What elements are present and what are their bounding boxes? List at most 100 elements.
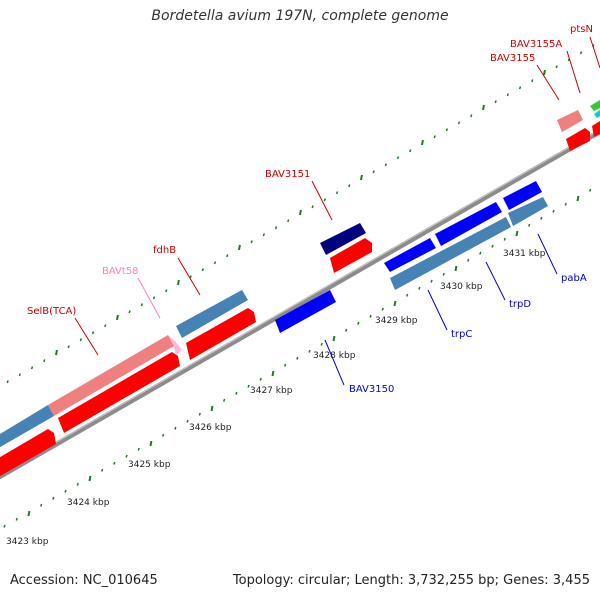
tick-mark	[64, 489, 67, 493]
tick-mark	[296, 356, 299, 360]
page-title: Bordetella avium 197N, complete genome	[151, 8, 449, 24]
tick-mark	[299, 209, 302, 216]
scale-label: 3426 kbp	[189, 423, 232, 433]
tick-mark	[113, 461, 116, 465]
tick-mark	[238, 244, 241, 251]
tick-mark	[527, 223, 531, 227]
tick-mark	[271, 370, 275, 377]
gene-label: pabA	[561, 273, 587, 284]
tick-mark	[287, 219, 290, 223]
tick-mark	[262, 233, 266, 237]
gene-leader-line	[485, 261, 506, 301]
tick-mark	[518, 86, 522, 90]
tick-mark	[479, 251, 482, 255]
gene-label: BAV3155A	[510, 39, 562, 50]
gene-label: fdhB	[153, 245, 176, 256]
tick-mark	[137, 447, 140, 451]
tick-mark	[213, 261, 217, 265]
cds-forward	[58, 352, 180, 433]
gene-leader-line	[137, 277, 161, 319]
tick-mark	[76, 482, 79, 486]
rna-feature	[168, 335, 182, 355]
tick-mark	[433, 135, 436, 139]
scale-label: 3427 kbp	[250, 386, 293, 396]
scale-label: 3429 kbp	[375, 316, 418, 326]
tick-mark	[503, 237, 506, 241]
tick-mark	[579, 51, 583, 55]
tick-mark	[30, 366, 34, 370]
tick-mark	[283, 363, 287, 367]
tick-mark	[18, 373, 22, 377]
tick-mark	[393, 300, 397, 307]
tick-mark	[88, 475, 92, 482]
operon-feature	[176, 290, 248, 338]
tick-mark	[104, 324, 107, 328]
tick-mark	[360, 174, 363, 181]
tick-mark	[430, 279, 433, 283]
gene-label: BAV3151	[265, 169, 310, 180]
tick-mark	[418, 286, 421, 290]
gene-label: BAVt58	[102, 266, 139, 277]
tick-mark	[259, 377, 262, 381]
tick-mark	[250, 240, 253, 244]
tick-mark	[210, 405, 214, 412]
tick-mark	[555, 65, 558, 69]
gene-leader-line	[311, 180, 333, 221]
cds-forward	[186, 308, 256, 360]
tick-mark	[494, 100, 497, 104]
tick-mark	[186, 419, 189, 423]
tick-mark	[515, 230, 519, 237]
rna-feature	[557, 110, 583, 132]
tick-mark	[409, 149, 412, 153]
scale-label: 3423 kbp	[6, 537, 49, 547]
scale-label: 3424 kbp	[67, 498, 110, 508]
tick-mark	[3, 524, 6, 528]
tick-mark	[470, 114, 473, 118]
tick-mark	[189, 275, 192, 279]
operon-feature	[0, 405, 54, 448]
genome-summary-text: Topology: circular; Length: 3,732,255 bp…	[232, 573, 590, 588]
tick-mark	[235, 391, 238, 395]
tick-mark	[466, 258, 470, 262]
tick-mark	[335, 191, 339, 195]
tick-marks-outer	[6, 44, 595, 384]
tick-mark	[226, 254, 229, 258]
tick-mark	[344, 328, 348, 332]
scale-label: 3428 kbp	[313, 351, 356, 361]
accession-text: Accession: NC_010645	[10, 573, 158, 588]
gene-leader-line	[177, 257, 201, 296]
tick-mark	[39, 503, 43, 507]
tick-mark	[442, 272, 445, 276]
tick-mark	[161, 433, 165, 437]
tick-mark	[308, 349, 311, 353]
tick-mark	[506, 93, 510, 97]
gene-label: trpC	[451, 329, 472, 340]
gene-labels: SelB(TCA) BAVt58 fdhB BAV3151 BAV3155 BAV3155…	[27, 24, 600, 395]
gene-leader-line	[589, 36, 600, 69]
scale-labels: 3423 kbp 3424 kbp 3425 kbp 3426 kbp 3427 kbp…	[6, 249, 546, 547]
tick-mark	[372, 170, 375, 174]
operon-highlight	[320, 223, 366, 255]
tick-marks-inner	[3, 188, 592, 528]
cds-reverse	[435, 202, 502, 246]
tick-mark	[116, 314, 119, 321]
tick-mark	[531, 79, 534, 83]
cds-forward	[330, 238, 372, 273]
tick-mark	[222, 398, 226, 402]
tick-mark	[201, 268, 205, 272]
tick-mark	[128, 310, 131, 314]
tick-mark	[140, 303, 144, 307]
tick-mark	[543, 69, 546, 76]
cds-reverse	[384, 238, 436, 272]
tick-mark	[79, 338, 83, 342]
tick-mark	[491, 244, 494, 248]
tick-mark	[55, 349, 58, 356]
tick-mark	[384, 163, 388, 167]
tick-mark	[396, 156, 400, 160]
rna-feature	[48, 335, 174, 416]
tick-mark	[15, 517, 18, 521]
tick-mark	[454, 265, 458, 272]
tick-mark	[52, 496, 55, 500]
tick-mark	[445, 128, 449, 132]
gene-leader-line	[536, 64, 560, 101]
